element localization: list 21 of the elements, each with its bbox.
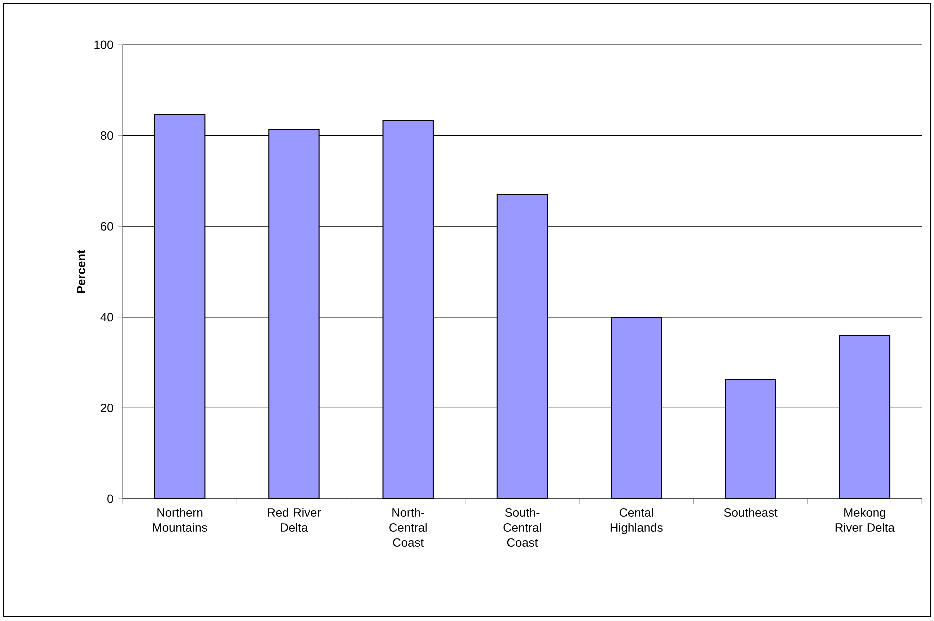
y-tick-label: 80 [100, 132, 114, 140]
bar [725, 380, 776, 499]
x-tick-label: Cental Highlands [610, 508, 663, 534]
bar [268, 129, 320, 499]
bar [496, 194, 548, 499]
y-tick-label: 100 [94, 40, 114, 50]
bar [839, 336, 891, 499]
bar [382, 120, 434, 499]
x-tick-label: Southeast [724, 508, 778, 518]
x-tick-label: South-Central Coast [504, 508, 542, 548]
x-tick-label: North-Central Coast [390, 508, 427, 548]
x-tick-label: Mekong River Delta [836, 508, 895, 532]
x-tick-label: Red River Delta [268, 508, 322, 532]
y-tick-label: 20 [101, 404, 114, 412]
y-tick-label: 60 [101, 222, 114, 231]
y-axis-title: Percent [77, 250, 86, 294]
bar [154, 114, 206, 499]
y-tick-label: 0 [108, 494, 114, 504]
bar [611, 317, 662, 499]
x-tick-label: Northern Mountains [153, 508, 208, 532]
y-tick-label: 40 [100, 313, 114, 322]
